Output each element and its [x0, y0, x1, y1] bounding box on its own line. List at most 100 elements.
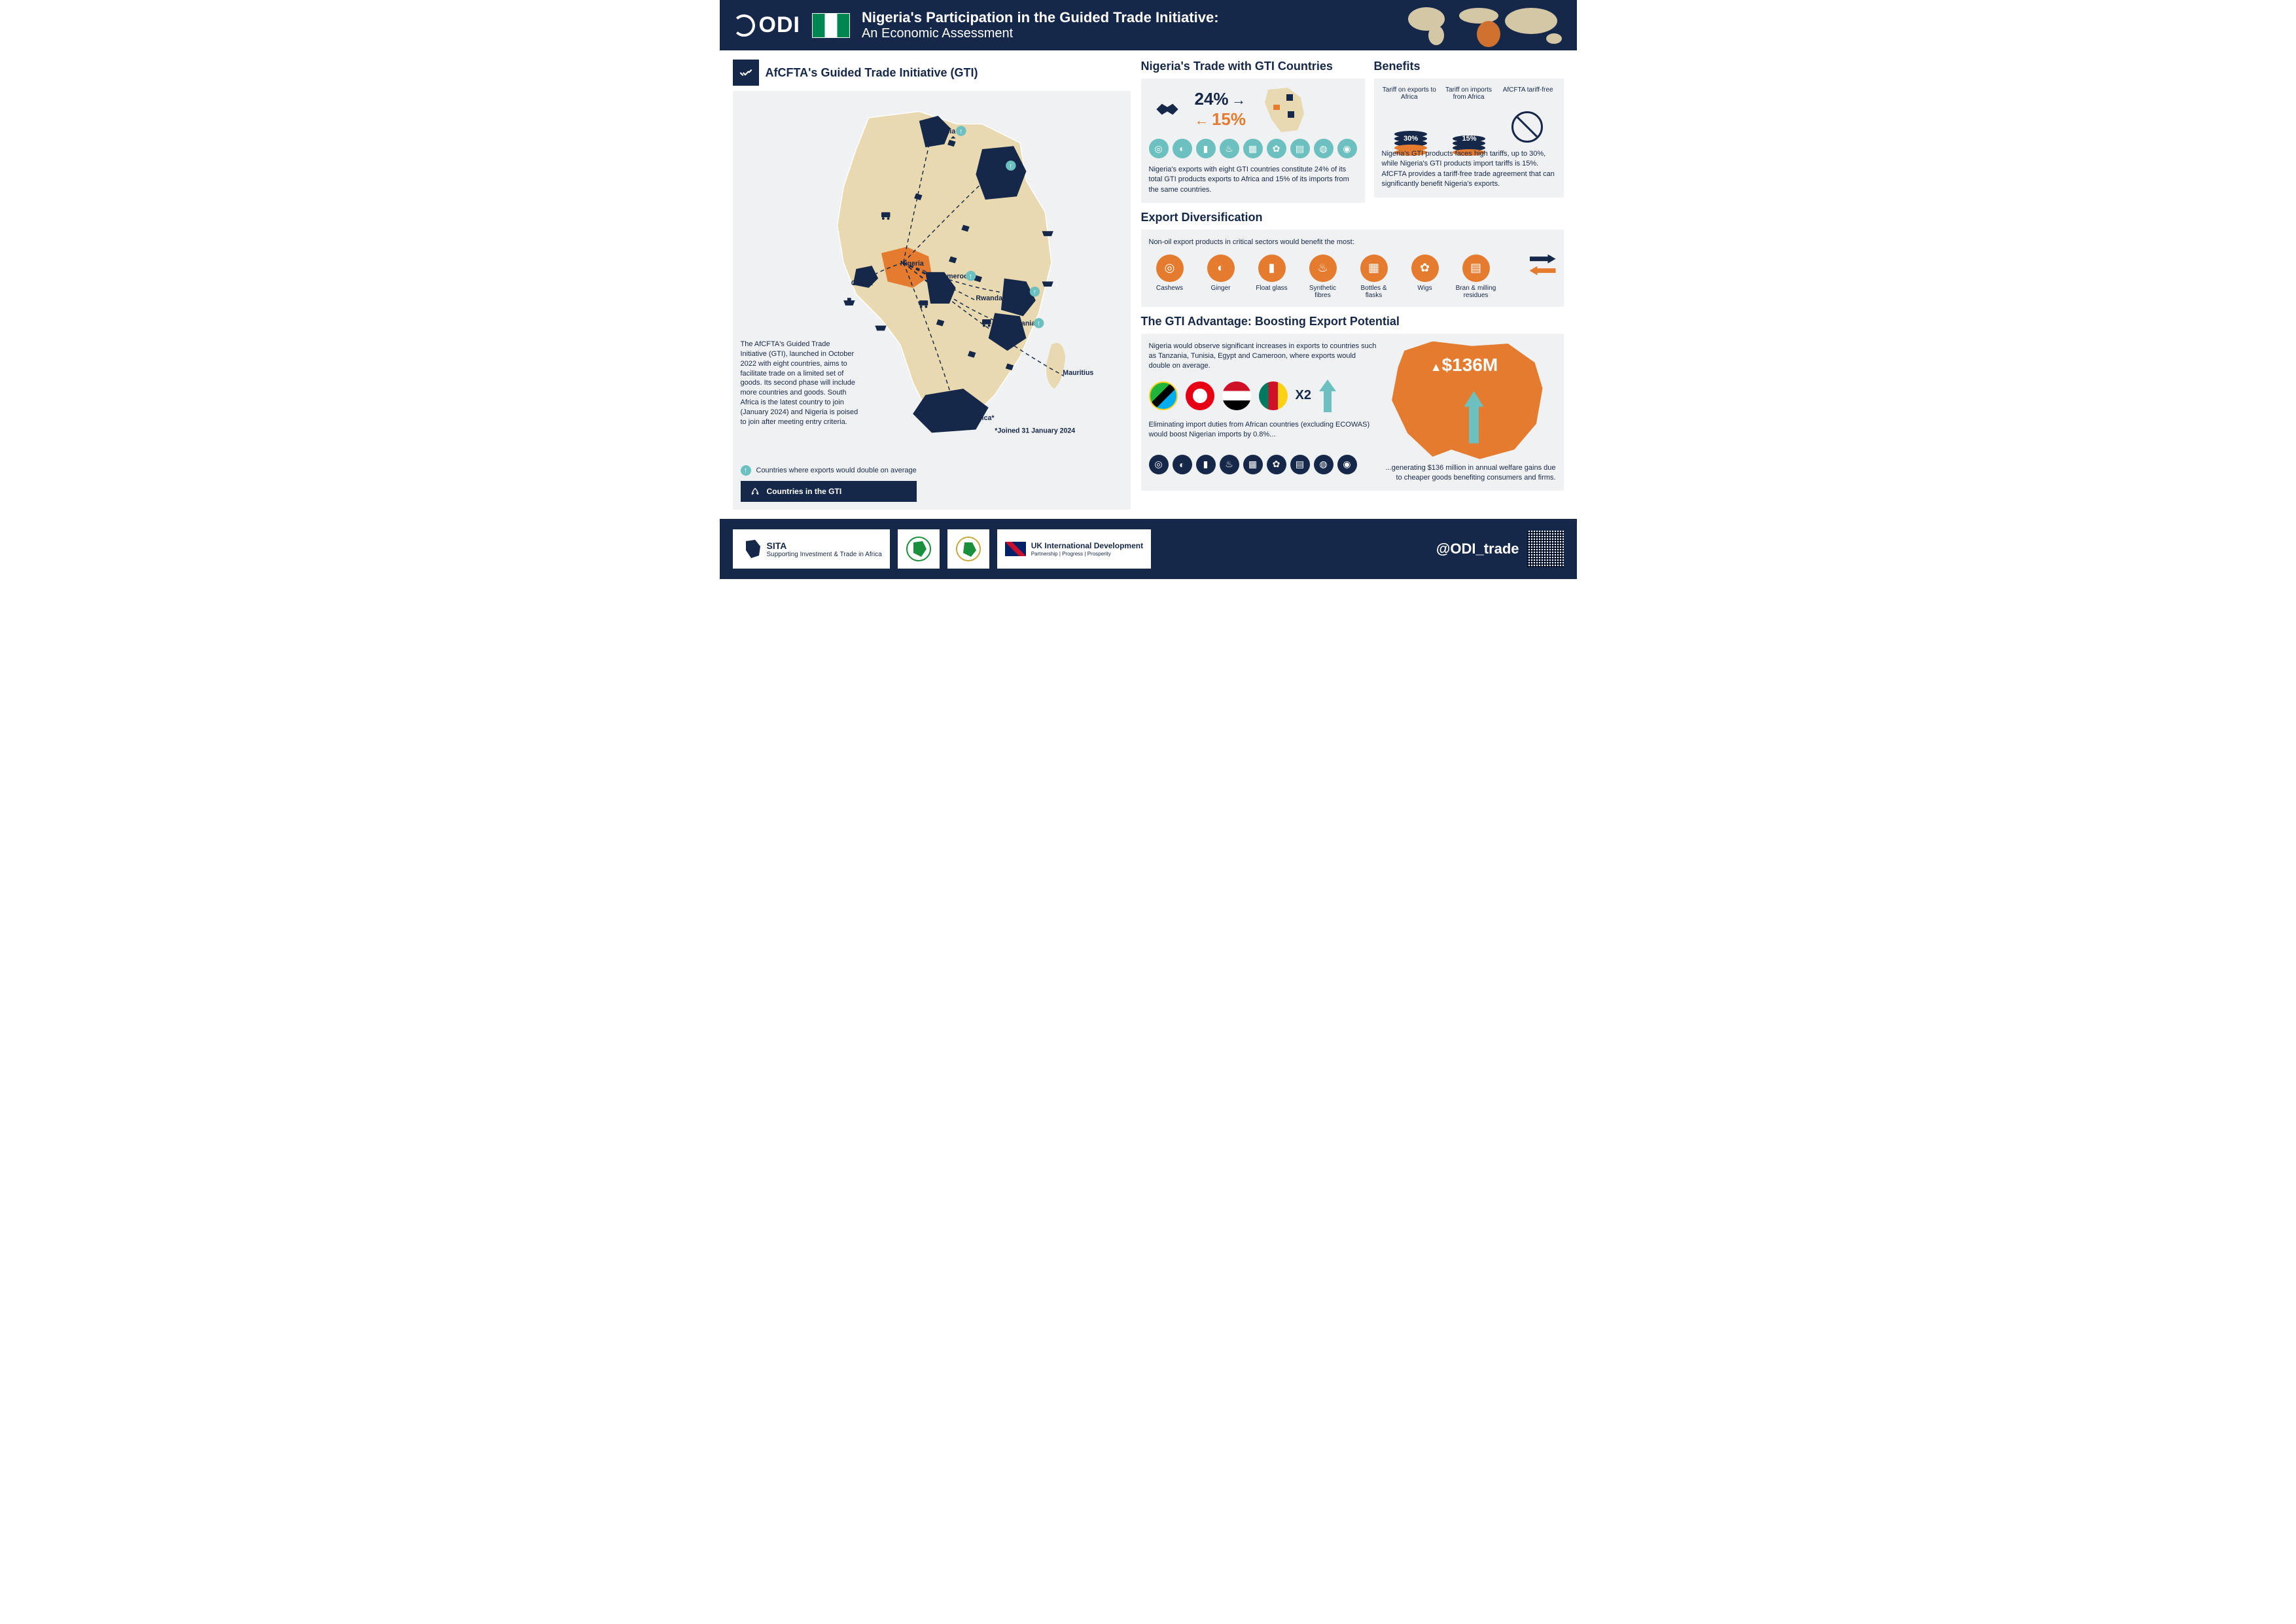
- qr-code: [1527, 531, 1564, 567]
- product-ginger: ◐ Ginger: [1200, 255, 1242, 292]
- header-titles: Nigeria's Participation in the Guided Tr…: [862, 9, 1219, 41]
- map-legend: ↑ Countries where exports would double o…: [741, 461, 917, 502]
- flags-row: X2: [1149, 380, 1377, 412]
- trade-icon-strip: ◎◐▮♨▦✿▤◍◉: [1149, 139, 1357, 158]
- product-label: Float glass: [1256, 285, 1287, 292]
- legend-double: Countries where exports would double on …: [756, 467, 917, 474]
- handshake-large-icon: [1149, 96, 1186, 122]
- svg-text:↑: ↑: [959, 128, 962, 135]
- trade-text: Nigeria's exports with eight GTI countri…: [1149, 165, 1357, 195]
- mini-africa-icon: [1255, 86, 1307, 132]
- benefit-label-0: Tariff on exports to Africa: [1382, 86, 1438, 101]
- export-tariff-stack: 30%: [1394, 133, 1427, 143]
- advantage-para1: Nigeria would observe significant increa…: [1149, 342, 1377, 372]
- odi-logo: ODI: [733, 12, 800, 38]
- country-label-ghana: Ghana: [851, 279, 872, 287]
- trade-product-icon: ◐: [1173, 139, 1192, 158]
- export-tariff-value: 30%: [1404, 135, 1418, 143]
- uk-flag-icon: [1005, 542, 1026, 556]
- advantage-title: The GTI Advantage: Boosting Export Poten…: [1141, 315, 1564, 328]
- main-content: AfCFTA's Guided Trade Initiative (GTI): [720, 50, 1577, 519]
- svg-text:↑: ↑: [1036, 320, 1040, 328]
- import-product-icon: ▮: [1196, 455, 1216, 474]
- nigeria-flag-icon: [812, 13, 850, 38]
- product-float-glass: ▮Float glass: [1251, 255, 1293, 292]
- product-icon: ◐: [1207, 255, 1235, 282]
- page-subtitle: An Economic Assessment: [862, 26, 1219, 41]
- country-label-south-africa-: South Africa*: [950, 414, 994, 422]
- import-product-icon: ◉: [1337, 455, 1357, 474]
- arrow-right-icon: [1530, 255, 1556, 264]
- benefits-panel: Tariff on exports to Africa Tariff on im…: [1374, 79, 1564, 198]
- product-bran-milling-residues: ▤ Bran & milling residues: [1455, 255, 1497, 299]
- map-footnote: *Joined 31 January 2024: [995, 427, 1075, 434]
- import-pct: 15%: [1212, 109, 1246, 129]
- country-label-mauritius: Mauritius: [1063, 369, 1093, 377]
- afcfta-logo: [947, 529, 989, 569]
- product-label: Bottles & flasks: [1353, 285, 1395, 299]
- import-product-icon: ▤: [1290, 455, 1310, 474]
- egypt-flag-icon: [1222, 381, 1251, 410]
- rocket-icon: [750, 486, 760, 497]
- country-label-tunisia: Tunisia: [932, 128, 955, 135]
- sita-logo: SITASupporting Investment & Trade in Afr…: [733, 529, 890, 569]
- import-product-icon: ▦: [1243, 455, 1263, 474]
- export-pct: 24%: [1195, 89, 1229, 109]
- product-label: Wigs: [1417, 285, 1432, 292]
- arrow-up-icon: ↑: [741, 465, 751, 476]
- advantage-panel: Nigeria would observe significant increa…: [1141, 334, 1564, 491]
- legend-gti: Countries in the GTI: [767, 487, 842, 496]
- ukid-logo: UK International DevelopmentPartnership …: [997, 529, 1151, 569]
- header: ODI Nigeria's Participation in the Guide…: [720, 0, 1577, 50]
- tariff-free-icon: [1511, 111, 1543, 143]
- import-product-icon: ◐: [1173, 455, 1192, 474]
- trade-section: Nigeria's Trade with GTI Countries 24% →…: [1141, 60, 1365, 203]
- product-icon: ♨: [1309, 255, 1337, 282]
- odi-logo-text: ODI: [759, 12, 800, 38]
- trade-panel: 24% → ← 15% ◎◐▮♨▦✿▤◍◉ Nigeria's exports …: [1141, 79, 1365, 203]
- tanzania-flag-icon: [1149, 381, 1178, 410]
- sita-africa-icon: [741, 538, 762, 559]
- svg-text:↑: ↑: [968, 272, 972, 280]
- products-row: ◎Cashews◐Ginger▮Float glass♨Synthetic fi…: [1149, 255, 1556, 299]
- nac-icon: [906, 536, 932, 562]
- svg-text:↑: ↑: [1033, 289, 1036, 296]
- twitter-handle: @ODI_trade: [1436, 540, 1519, 557]
- import-tariff-stack: 15%: [1453, 137, 1485, 143]
- trade-product-icon: ◍: [1314, 139, 1333, 158]
- advantage-value: $136M: [1442, 355, 1498, 375]
- nigeria-shape: ▲$136M: [1386, 342, 1543, 459]
- product-synthetic-fibres: ♨Synthetic fibres: [1302, 255, 1344, 299]
- benefits-section: Benefits Tariff on exports to Africa Tar…: [1374, 60, 1564, 203]
- country-label-tanzania: Tanzania: [1006, 320, 1035, 328]
- product-wigs: ✿Wigs: [1404, 255, 1446, 292]
- product-label: Ginger: [1210, 285, 1230, 292]
- odi-ring-icon: [733, 14, 755, 37]
- product-bottles-flasks: ▦ Bottles & flasks: [1353, 255, 1395, 299]
- benefits-text: Nigeria's GTI products faces high tariff…: [1382, 149, 1556, 190]
- afcfta-icon: [955, 536, 981, 562]
- footer: SITASupporting Investment & Trade in Afr…: [720, 519, 1577, 579]
- import-product-icon: ◎: [1149, 455, 1169, 474]
- country-label-egypt: Egypt: [988, 162, 1008, 170]
- multiplier: X2: [1296, 388, 1311, 403]
- gti-countries-button[interactable]: Countries in the GTI: [741, 481, 917, 502]
- nac-logo: [898, 529, 940, 569]
- import-product-icon: ◍: [1314, 455, 1333, 474]
- product-icon: ▦: [1360, 255, 1388, 282]
- product-icon: ◎: [1156, 255, 1184, 282]
- trade-product-icon: ▤: [1290, 139, 1310, 158]
- trade-product-icon: ✿: [1267, 139, 1286, 158]
- benefit-label-1: Tariff on imports from Africa: [1441, 86, 1496, 101]
- trade-product-icon: ◎: [1149, 139, 1169, 158]
- trade-title: Nigeria's Trade with GTI Countries: [1141, 60, 1365, 73]
- advantage-section: The GTI Advantage: Boosting Export Poten…: [1141, 315, 1564, 491]
- import-product-icon: ✿: [1267, 455, 1286, 474]
- svg-text:↑: ↑: [1008, 162, 1012, 170]
- product-icon: ▤: [1462, 255, 1490, 282]
- advantage-para3: ...generating $136 million in annual wel…: [1386, 463, 1556, 484]
- gti-section: AfCFTA's Guided Trade Initiative (GTI): [733, 60, 1131, 510]
- diversification-arrows: [1530, 255, 1556, 275]
- product-label: Bran & milling residues: [1455, 285, 1497, 299]
- trade-product-icon: ▮: [1196, 139, 1216, 158]
